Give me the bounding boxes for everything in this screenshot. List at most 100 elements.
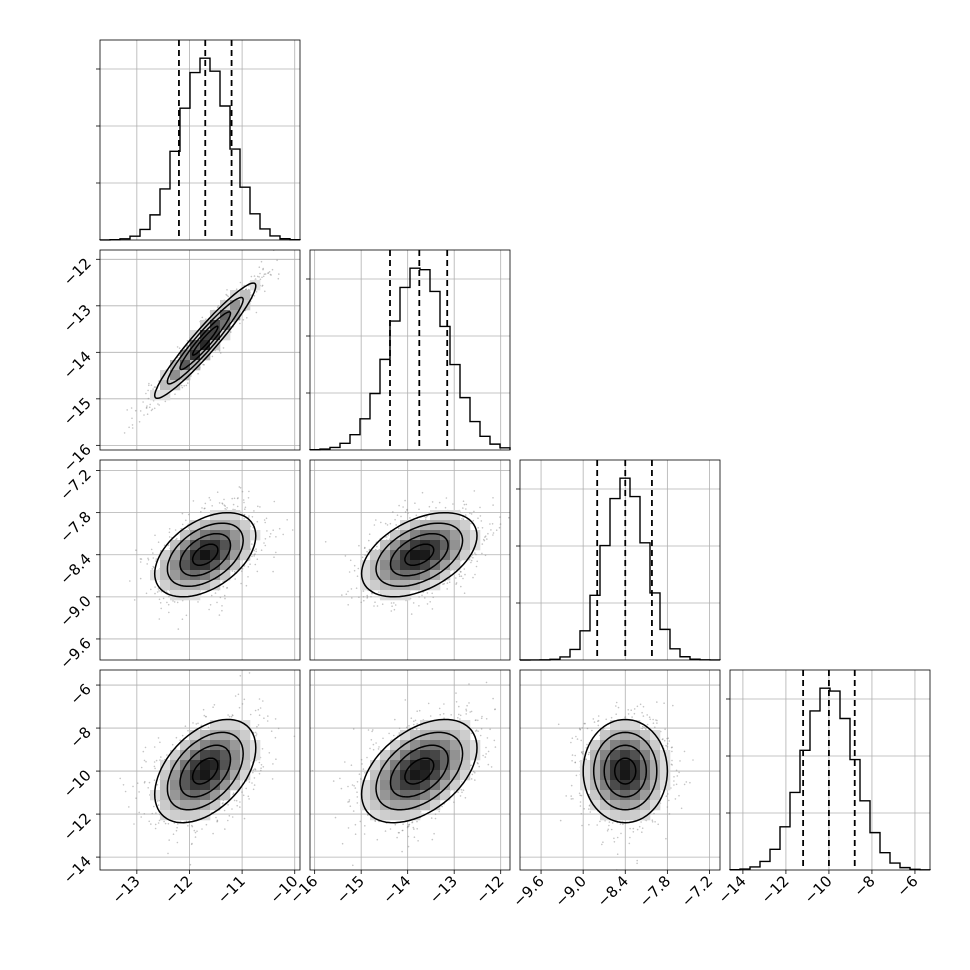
point	[205, 823, 208, 826]
point	[463, 503, 466, 506]
density-cell	[220, 550, 231, 561]
point	[138, 811, 140, 814]
point	[156, 783, 159, 786]
point	[495, 529, 498, 531]
point	[135, 549, 137, 551]
point	[472, 519, 475, 522]
density-cell	[160, 580, 171, 591]
contours	[360, 511, 478, 598]
point	[443, 582, 445, 585]
point	[472, 576, 474, 579]
point	[236, 804, 238, 807]
point	[231, 497, 233, 500]
point	[222, 585, 225, 588]
point	[242, 499, 245, 501]
scatter-panel-2-1	[99, 249, 301, 451]
point	[272, 529, 274, 531]
point	[139, 577, 142, 580]
point	[462, 507, 464, 509]
point	[431, 592, 433, 595]
point	[235, 288, 238, 290]
contours	[153, 511, 257, 598]
point	[368, 539, 370, 542]
point	[391, 605, 393, 607]
point	[176, 826, 178, 829]
point	[429, 601, 431, 603]
point	[410, 613, 413, 615]
density-cell	[190, 520, 201, 531]
point	[221, 503, 224, 505]
point	[176, 346, 179, 348]
density-cell	[370, 550, 381, 561]
point	[455, 583, 457, 585]
density-cell	[210, 330, 221, 341]
density-cell	[180, 530, 191, 541]
point	[153, 746, 156, 748]
point	[216, 491, 219, 493]
point	[221, 609, 223, 612]
point	[152, 566, 155, 569]
point	[469, 512, 471, 514]
point	[155, 759, 158, 762]
point	[259, 278, 262, 281]
point	[147, 559, 150, 561]
point	[239, 487, 242, 489]
density-cell	[220, 310, 231, 321]
point	[364, 554, 366, 556]
point	[418, 605, 420, 607]
density-cell	[240, 300, 251, 311]
point	[262, 700, 264, 702]
point	[139, 410, 142, 412]
density-cell	[190, 530, 201, 541]
point	[173, 601, 176, 603]
density-cell	[210, 340, 221, 351]
point	[492, 497, 494, 499]
density-cell	[440, 570, 451, 581]
point	[363, 599, 365, 602]
density-cell	[360, 560, 371, 571]
density-cell	[160, 380, 171, 391]
scatter-panel-3-2	[309, 459, 511, 661]
point	[232, 793, 234, 796]
contour-level-1	[404, 543, 435, 567]
density-cell	[180, 550, 191, 561]
density-cell	[200, 580, 211, 591]
point	[185, 614, 188, 617]
density-cell	[170, 550, 181, 561]
point	[271, 268, 274, 271]
point	[187, 729, 189, 732]
point	[253, 784, 256, 786]
density-cell	[210, 560, 221, 571]
scatter-panel-3-1	[99, 459, 301, 661]
point	[256, 520, 259, 523]
point	[154, 592, 156, 595]
point	[201, 828, 203, 830]
point	[264, 273, 267, 275]
density-cell	[180, 370, 191, 381]
point	[481, 552, 483, 555]
contour-level-2	[179, 311, 232, 371]
density-cell	[410, 530, 421, 541]
point	[426, 592, 429, 594]
point	[465, 503, 468, 506]
contour-level-4	[360, 511, 478, 598]
point	[138, 421, 141, 423]
point	[368, 533, 371, 535]
density-cell	[200, 320, 211, 331]
point	[242, 319, 245, 321]
point	[223, 498, 225, 501]
point	[187, 513, 190, 516]
point	[381, 603, 384, 605]
point	[479, 506, 481, 509]
point	[390, 602, 393, 604]
point	[487, 532, 489, 535]
point	[162, 597, 165, 600]
histogram-step-3	[519, 477, 721, 661]
histogram-panel-3	[516, 459, 721, 661]
point	[201, 507, 203, 509]
density-cell	[360, 570, 371, 581]
point	[388, 538, 391, 540]
density-cell	[210, 510, 221, 521]
point	[266, 530, 268, 532]
point	[253, 555, 255, 557]
